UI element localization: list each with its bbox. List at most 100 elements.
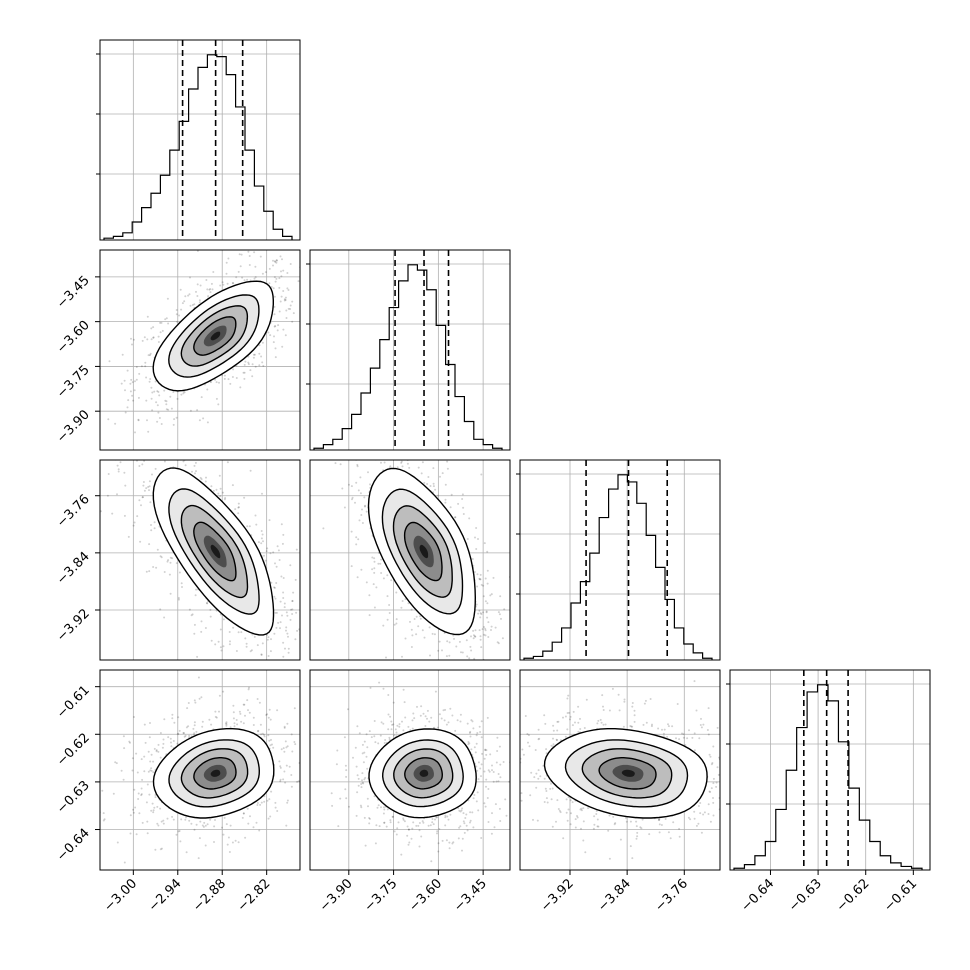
scatter-point bbox=[470, 748, 473, 751]
scatter-point bbox=[484, 600, 487, 603]
scatter-point bbox=[155, 566, 158, 569]
scatter-point bbox=[666, 735, 669, 738]
scatter-point bbox=[469, 811, 472, 814]
scatter-point bbox=[288, 765, 291, 768]
scatter-point bbox=[261, 272, 264, 275]
scatter-point bbox=[417, 824, 420, 827]
scatter-point bbox=[247, 709, 249, 712]
scatter-point bbox=[428, 720, 431, 723]
scatter-point bbox=[667, 831, 670, 834]
scatter-point bbox=[144, 365, 147, 368]
scatter-point bbox=[270, 738, 272, 741]
scatter-point bbox=[444, 824, 447, 827]
scatter-point bbox=[280, 295, 283, 298]
scatter-point bbox=[436, 726, 439, 729]
scatter-point bbox=[306, 298, 308, 300]
scatter-point bbox=[671, 725, 674, 728]
scatter-point bbox=[160, 321, 163, 324]
scatter-point bbox=[394, 728, 397, 731]
scatter-point bbox=[193, 464, 196, 467]
scatter-point bbox=[468, 742, 471, 745]
scatter-point bbox=[179, 434, 181, 436]
scatter-point bbox=[350, 530, 353, 533]
scatter-point bbox=[273, 586, 276, 589]
scatter-point bbox=[361, 752, 364, 755]
scatter-point bbox=[225, 261, 228, 264]
scatter-point bbox=[218, 710, 220, 713]
scatter-point bbox=[360, 786, 363, 789]
scatter-point bbox=[458, 640, 461, 643]
scatter-point bbox=[223, 816, 226, 819]
density-level bbox=[210, 769, 221, 777]
contour-line bbox=[368, 728, 477, 819]
scatter-point bbox=[285, 626, 288, 629]
scatter-point bbox=[130, 378, 133, 381]
scatter-point bbox=[228, 643, 231, 646]
scatter-point bbox=[398, 725, 401, 728]
scatter-point bbox=[339, 797, 342, 800]
scatter-point bbox=[447, 721, 450, 724]
scatter-point bbox=[145, 423, 147, 425]
scatter-point bbox=[205, 279, 208, 281]
scatter-point bbox=[193, 721, 196, 724]
scatter-point bbox=[132, 811, 135, 814]
scatter-point bbox=[129, 382, 132, 385]
scatter-point bbox=[364, 776, 367, 779]
scatter-point bbox=[359, 476, 362, 479]
scatter-point bbox=[243, 496, 246, 499]
scatter-point bbox=[410, 628, 413, 631]
scatter-point bbox=[289, 304, 292, 307]
scatter-point bbox=[283, 298, 286, 301]
hist-panel-2 bbox=[516, 459, 721, 661]
scatter-point bbox=[152, 811, 155, 814]
scatter-point bbox=[232, 711, 235, 714]
scatter-point bbox=[363, 778, 366, 781]
scatter-point bbox=[525, 655, 527, 657]
scatter-point bbox=[267, 716, 270, 719]
scatter-point bbox=[195, 588, 198, 591]
scatter-point bbox=[248, 525, 251, 528]
scatter-point bbox=[274, 325, 277, 327]
scatter-point bbox=[492, 780, 495, 783]
scatter-point bbox=[416, 680, 418, 682]
scatter-point bbox=[143, 489, 146, 492]
scatter-point bbox=[527, 741, 529, 744]
scatter-point bbox=[406, 825, 409, 828]
scatter-point bbox=[460, 809, 463, 812]
scatter-point bbox=[566, 819, 569, 822]
scatter-point bbox=[263, 735, 266, 738]
scatter-point bbox=[258, 352, 261, 355]
scatter-point bbox=[303, 657, 305, 659]
scatter-point bbox=[256, 804, 259, 806]
scatter-point bbox=[196, 430, 198, 432]
scatter-point bbox=[445, 723, 448, 726]
scatter-point bbox=[469, 730, 472, 733]
scatter-point bbox=[223, 498, 226, 501]
scatter-point bbox=[265, 714, 268, 716]
scatter-point bbox=[396, 455, 398, 457]
scatter-point bbox=[175, 309, 178, 311]
scatter-point bbox=[177, 716, 180, 719]
scatter-point bbox=[436, 398, 438, 400]
scatter-point bbox=[377, 455, 379, 457]
scatter-point bbox=[269, 718, 272, 721]
scatter-point bbox=[232, 368, 235, 371]
scatter-point bbox=[387, 694, 390, 696]
scatter-point bbox=[138, 499, 141, 502]
scatter-point bbox=[263, 554, 265, 557]
scatter-point bbox=[635, 825, 638, 828]
scatter-point bbox=[135, 378, 138, 381]
scatter-point bbox=[157, 750, 160, 753]
scatter-point bbox=[458, 826, 461, 829]
scatter-point bbox=[306, 360, 308, 362]
scatter-point bbox=[156, 805, 159, 808]
scatter-point bbox=[485, 610, 488, 613]
scatter-point bbox=[478, 725, 481, 728]
scatter-point bbox=[206, 602, 209, 605]
scatter-point bbox=[543, 714, 546, 717]
scatter-point bbox=[364, 457, 366, 459]
scatter-point bbox=[513, 720, 515, 722]
scatter-point bbox=[149, 760, 152, 763]
scatter-point bbox=[135, 366, 138, 368]
scatter-point bbox=[369, 483, 371, 486]
